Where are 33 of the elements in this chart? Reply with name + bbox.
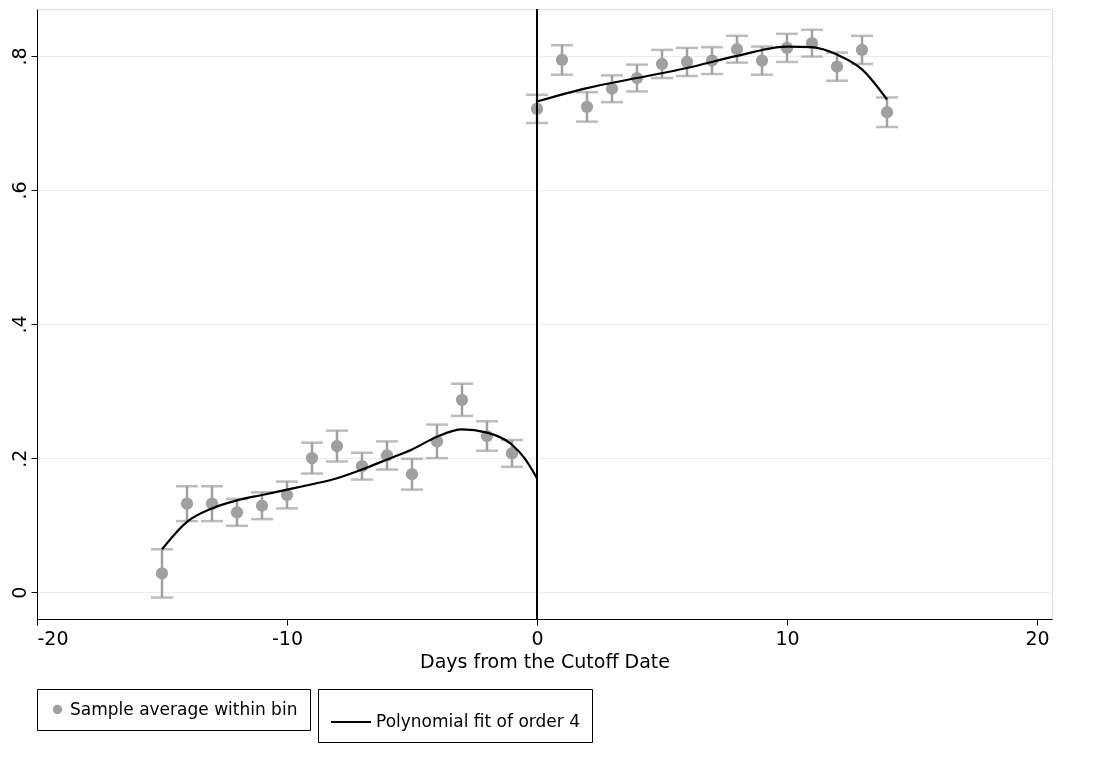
point [505,447,519,460]
x-tick-label: -10 [271,626,304,649]
point [555,53,569,67]
y-tick-label: .6 [7,181,30,200]
x-axis-title: Days from the Cutoff Date [420,649,670,672]
point [255,499,269,512]
x-tick-label: 0 [531,626,544,649]
point [405,468,419,481]
point [330,439,344,453]
point [605,82,619,95]
x-tick-label: 10 [775,626,800,649]
y-tick-label: 0 [7,586,30,599]
point [880,106,894,119]
point [305,452,319,465]
point [755,54,769,67]
point [455,393,469,406]
point [580,100,594,113]
point [655,57,669,71]
point [855,43,869,56]
x-tick-label: -20 [37,626,69,649]
point [155,567,169,580]
y-tick-label: .4 [7,315,30,334]
point [730,43,744,56]
legend-label: Polynomial fit of order 4 [376,711,580,731]
y-tick-label: .8 [7,47,30,66]
legend-label: Sample average within bin [70,698,298,719]
point [180,497,194,510]
point [280,488,294,502]
y-tick-label: .2 [7,449,30,468]
point [230,506,244,519]
point [680,55,694,69]
x-tick-label: 20 [1025,626,1050,649]
point [830,60,844,73]
